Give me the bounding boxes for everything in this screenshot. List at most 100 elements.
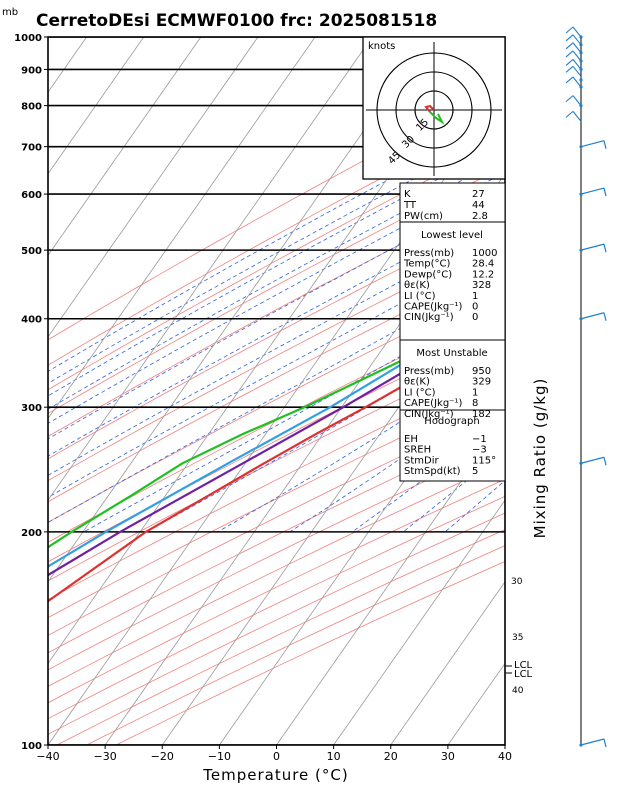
isotherm bbox=[48, 37, 316, 420]
stat-key: SREH bbox=[404, 445, 431, 456]
stat-key: θε(K) bbox=[404, 280, 430, 291]
wind-barb bbox=[572, 65, 582, 77]
stat-key: CIN(Jkg⁻¹) bbox=[404, 409, 454, 420]
temperature-axis: −40 −30 −20 −10 0 10 20 30 40 bbox=[36, 745, 512, 763]
stat-value: 5 bbox=[472, 466, 478, 477]
moist-adiabat bbox=[48, 224, 505, 476]
stat-value: 1 bbox=[472, 387, 478, 398]
stat-value: 0 bbox=[472, 302, 478, 313]
stat-key: CAPE(Jkg⁻¹) bbox=[404, 302, 462, 313]
hodograph: knots 15 30 45 bbox=[362, 36, 506, 180]
t-tick-label: 40 bbox=[498, 750, 512, 763]
isotherm bbox=[390, 581, 505, 745]
stat-value: 115° bbox=[472, 455, 496, 466]
stat-key: EH bbox=[404, 434, 418, 445]
dry-adiabat bbox=[48, 326, 505, 563]
chart-title: CerretoDEsi ECMWF0100 frc: 2025081518 bbox=[36, 11, 437, 31]
moist-adiabat bbox=[48, 129, 505, 384]
isotherm bbox=[48, 37, 373, 501]
wind-station-dot bbox=[579, 78, 583, 82]
wind-barb bbox=[565, 42, 574, 50]
p-tick-label: 300 bbox=[21, 403, 42, 414]
wind-station-dot bbox=[579, 51, 583, 55]
wind-barb bbox=[572, 26, 582, 38]
wind-barb bbox=[565, 76, 574, 84]
x-axis-label: Temperature (°C) bbox=[202, 766, 348, 784]
wind-barb bbox=[572, 34, 582, 46]
wind-barb bbox=[565, 50, 574, 58]
stat-value: 328 bbox=[472, 280, 491, 291]
stat-key: TT bbox=[403, 200, 417, 211]
series-temperature bbox=[48, 322, 505, 603]
wind-barb bbox=[572, 59, 582, 70]
hodograph-trace-red bbox=[424, 104, 435, 113]
stat-value: −3 bbox=[472, 445, 487, 456]
moist-adiabat bbox=[48, 204, 505, 457]
stat-key: LI (°C) bbox=[404, 387, 436, 398]
dry-adiabat bbox=[48, 261, 505, 503]
isotherm bbox=[48, 37, 259, 338]
stat-value: 329 bbox=[472, 377, 491, 388]
wind-barb bbox=[565, 34, 574, 42]
stat-value: 27 bbox=[472, 189, 485, 200]
wind-station-dot bbox=[579, 85, 583, 89]
mixing-ratio-line bbox=[605, 37, 618, 194]
moist-adiabat bbox=[48, 117, 505, 372]
stat-key: CAPE(Jkg⁻¹) bbox=[404, 398, 462, 409]
t-tick-label: −10 bbox=[208, 750, 231, 763]
series-group bbox=[48, 300, 505, 603]
wind-barb bbox=[580, 738, 605, 746]
pressure-axis: 100 200 300 400 500 600 700 800 900 1000 bbox=[14, 33, 48, 752]
wind-barb bbox=[565, 95, 574, 103]
wind-barb bbox=[572, 95, 582, 106]
p-tick-label: 600 bbox=[21, 190, 42, 201]
stat-key: CIN(Jkg⁻¹) bbox=[404, 312, 454, 323]
stat-value: −1 bbox=[472, 434, 487, 445]
t-tick-label: 10 bbox=[327, 750, 341, 763]
units-mb: mb bbox=[2, 7, 18, 18]
stat-key: Press(mb) bbox=[404, 248, 454, 259]
stats-section-title: Lowest level bbox=[421, 230, 483, 241]
moist-adiabat bbox=[48, 171, 505, 424]
dry-adiabat bbox=[48, 113, 505, 366]
t-tick-label: −40 bbox=[36, 750, 59, 763]
stat-value: 0 bbox=[472, 312, 478, 323]
wind-barb bbox=[565, 110, 574, 118]
wind-barb bbox=[580, 456, 605, 464]
hodograph-trace-green bbox=[429, 111, 445, 125]
dry-adiabat bbox=[48, 367, 505, 600]
dry-adiabat bbox=[48, 238, 505, 482]
p-tick-label: 800 bbox=[21, 102, 42, 113]
lcl-marker: LCL LCL bbox=[505, 660, 533, 680]
wind-barb bbox=[572, 111, 582, 122]
wind-barb bbox=[603, 457, 607, 466]
moist-adiabat bbox=[48, 245, 505, 498]
hodograph-units: knots bbox=[368, 41, 395, 52]
t-tick-label: 30 bbox=[441, 750, 455, 763]
moist-adiabat bbox=[83, 294, 505, 533]
dry-adiabat bbox=[48, 139, 505, 391]
mixing-ratio-axis-label: Mixing Ratio (g/kg) bbox=[531, 378, 549, 539]
wind-barb bbox=[565, 26, 574, 34]
wind-barb bbox=[603, 243, 607, 253]
dry-adiabat bbox=[48, 305, 505, 543]
wind-station-dot bbox=[579, 461, 583, 465]
p-tick-label: 700 bbox=[21, 143, 42, 154]
wind-station-dot bbox=[579, 43, 583, 47]
stat-value: 44 bbox=[472, 200, 485, 211]
stat-key: StmSpd(kt) bbox=[404, 466, 461, 477]
stat-key: Dewp(°C) bbox=[404, 269, 452, 280]
moist-adiabat bbox=[48, 157, 505, 410]
wind-barb bbox=[580, 312, 605, 320]
moist-adiabat bbox=[48, 187, 505, 440]
wind-barb bbox=[572, 76, 582, 88]
wind-station-dot bbox=[579, 145, 583, 149]
wind-station-dot bbox=[579, 248, 583, 252]
wind-barb bbox=[572, 42, 582, 54]
moist-adiabat bbox=[48, 143, 505, 397]
p-tick-label: 1000 bbox=[14, 33, 42, 44]
theta-e-label: 40 bbox=[512, 686, 524, 696]
dry-adiabat bbox=[48, 284, 505, 523]
wind-barb bbox=[603, 140, 607, 149]
